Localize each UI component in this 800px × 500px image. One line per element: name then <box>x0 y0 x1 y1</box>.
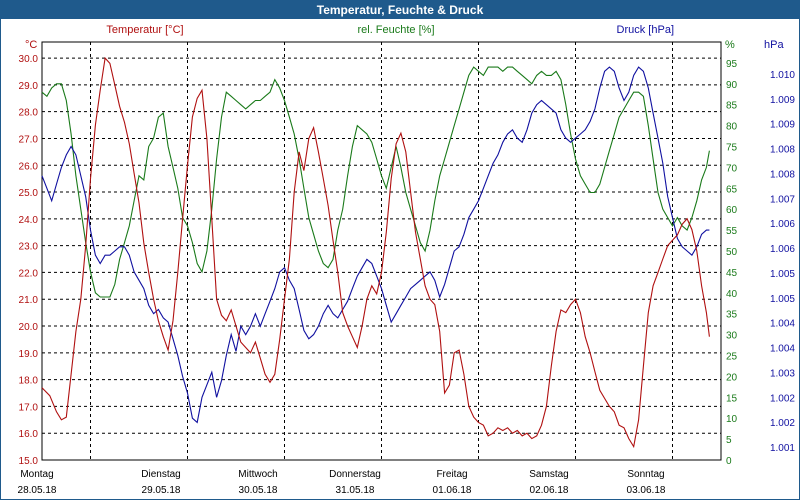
pressure-tick-label: 1.008 <box>770 169 795 180</box>
pressure-tick-label: 1.006 <box>770 244 795 255</box>
humidity-tick-label: 70 <box>726 163 738 174</box>
x-tick-date: 28.05.18 <box>18 485 57 496</box>
temperature-tick-label: 18.0 <box>19 376 39 387</box>
pressure-tick-label: 1.005 <box>770 269 795 280</box>
x-tick-day: Mittwoch <box>238 469 277 480</box>
humidity-tick-label: 85 <box>726 101 738 112</box>
temperature-tick-label: 15.0 <box>19 456 39 467</box>
pressure-tick-label: 1.009 <box>770 120 795 131</box>
temperature-tick-label: 27.0 <box>19 134 39 145</box>
pressure-series-label: Druck [hPa] <box>617 24 674 36</box>
x-tick-date: 30.05.18 <box>239 485 278 496</box>
temperature-tick-label: 30.0 <box>19 54 39 65</box>
x-tick-date: 31.05.18 <box>336 485 375 496</box>
humidity-tick-label: 40 <box>726 289 738 300</box>
humidity-tick-label: 45 <box>726 268 738 279</box>
humidity-tick-label: 90 <box>726 80 738 91</box>
window-title: Temperatur, Feuchte & Druck <box>1 1 799 19</box>
pressure-tick-label: 1.010 <box>770 70 795 81</box>
pressure-tick-label: 1.002 <box>770 393 795 404</box>
temperature-tick-label: 28.0 <box>19 108 39 119</box>
humidity-tick-label: 95 <box>726 59 738 70</box>
humidity-tick-label: 50 <box>726 247 738 258</box>
x-tick-day: Montag <box>20 469 53 480</box>
x-tick-day: Donnerstag <box>329 469 381 480</box>
x-tick-day: Samstag <box>529 469 568 480</box>
pressure-tick-label: 1.005 <box>770 294 795 305</box>
plot-area-border <box>41 41 722 461</box>
pressure-unit-label: hPa <box>764 39 784 51</box>
axes: 30.0 29.0 28.0 27.0 26.0 25.0 24.0 23.0 22.0 21.0… <box>18 54 796 496</box>
x-tick-day: Dienstag <box>141 469 180 480</box>
humidity-tick-label: 15 <box>726 393 738 404</box>
humidity-tick-label: 20 <box>726 372 738 383</box>
humidity-tick-label: 5 <box>726 435 732 446</box>
temperature-tick-label: 19.0 <box>19 349 39 360</box>
temperature-tick-label: 17.0 <box>19 402 39 413</box>
temperature-tick-label: 25.0 <box>19 188 39 199</box>
pressure-tick-label: 1.009 <box>770 95 795 106</box>
pressure-tick-label: 1.002 <box>770 418 795 429</box>
temperature-series-label: Temperatur [°C] <box>106 24 183 36</box>
x-tick-date: 29.05.18 <box>142 485 181 496</box>
x-tick-day: Sonntag <box>627 469 664 480</box>
temperature-line <box>41 56 710 449</box>
humidity-tick-label: 10 <box>726 414 738 425</box>
humidity-tick-label: 80 <box>726 122 738 133</box>
series-lines <box>41 56 710 449</box>
x-tick-day: Freitag <box>436 469 467 480</box>
pressure-tick-label: 1.006 <box>770 219 795 230</box>
pressure-tick-label: 1.004 <box>770 344 795 355</box>
x-tick-date: 02.06.18 <box>530 485 569 496</box>
pressure-tick-label: 1.001 <box>770 443 795 454</box>
x-tick-date: 03.06.18 <box>627 485 666 496</box>
humidity-tick-label: 30 <box>726 331 738 342</box>
humidity-unit-label: % <box>725 39 735 51</box>
humidity-tick-label: 60 <box>726 205 738 216</box>
pressure-tick-label: 1.004 <box>770 319 795 330</box>
temperature-tick-label: 21.0 <box>19 295 39 306</box>
pressure-tick-label: 1.008 <box>770 145 795 156</box>
pressure-tick-label: 1.003 <box>770 368 795 379</box>
temperature-tick-label: 20.0 <box>19 322 39 333</box>
pressure-tick-label: 1.007 <box>770 194 795 205</box>
humidity-tick-label: 65 <box>726 184 738 195</box>
temperature-tick-label: 26.0 <box>19 161 39 172</box>
humidity-tick-label: 0 <box>726 456 732 467</box>
humidity-series-label: rel. Feuchte [%] <box>357 24 434 36</box>
temperature-tick-label: 22.0 <box>19 268 39 279</box>
humidity-tick-label: 25 <box>726 352 738 363</box>
humidity-tick-label: 35 <box>726 310 738 321</box>
temperature-unit-label: °C <box>25 39 37 51</box>
temperature-tick-label: 16.0 <box>19 429 39 440</box>
humidity-tick-label: 75 <box>726 143 738 154</box>
humidity-tick-label: 55 <box>726 226 738 237</box>
pressure-line <box>41 66 710 424</box>
x-tick-date: 01.06.18 <box>433 485 472 496</box>
grid-lines <box>42 42 721 461</box>
temperature-tick-label: 24.0 <box>19 215 39 226</box>
temperature-tick-label: 29.0 <box>19 81 39 92</box>
humidity-line <box>41 66 710 298</box>
temperature-tick-label: 23.0 <box>19 242 39 253</box>
